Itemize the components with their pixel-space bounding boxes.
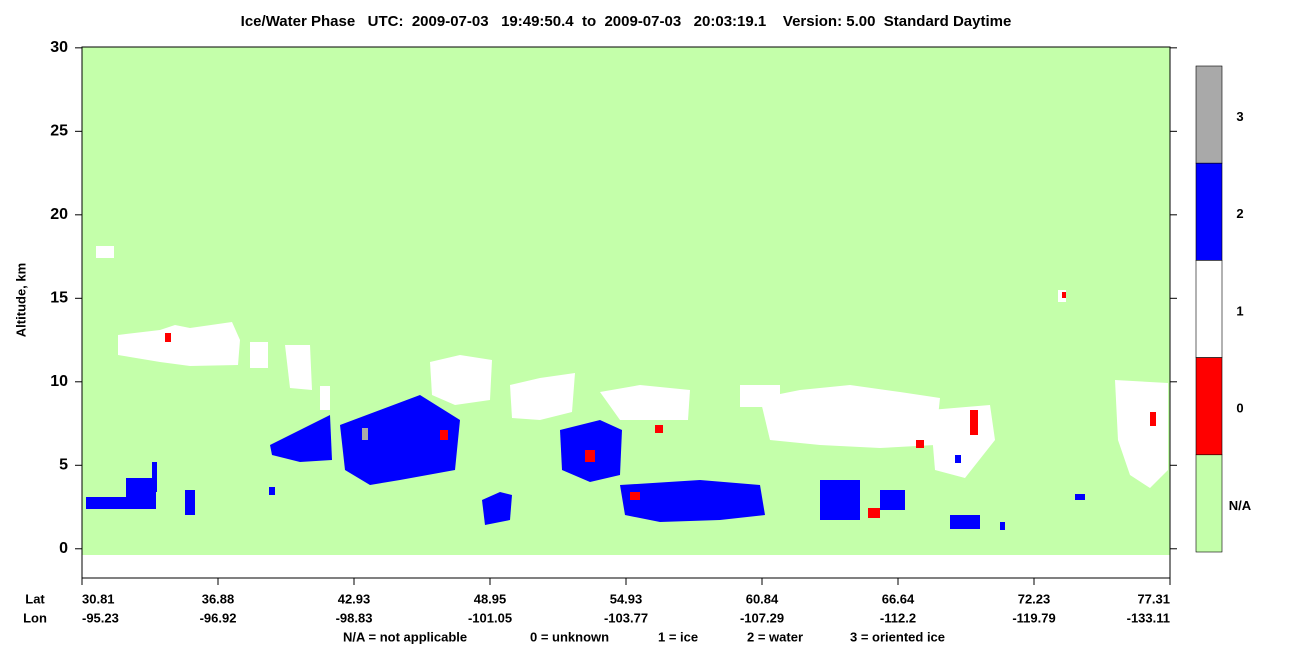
- legend-note-item: 1 = ice: [658, 629, 698, 644]
- lat-label: 60.84: [746, 591, 779, 606]
- lat-row-label: Lat: [25, 591, 45, 606]
- colorbar-segment: [1195, 162, 1223, 261]
- legend-note-item: 3 = oriented ice: [850, 629, 945, 644]
- lon-label: -112.2: [880, 610, 916, 625]
- lat-label: 72.23: [1018, 591, 1051, 606]
- y-tick-label: 25: [50, 123, 68, 140]
- colorbar-label: 3: [1236, 109, 1243, 124]
- lat-label: 77.31: [1137, 591, 1170, 606]
- colorbar-label: N/A: [1229, 498, 1252, 513]
- colorbar-label: 0: [1236, 401, 1243, 416]
- colorbar-label: 2: [1236, 206, 1243, 221]
- y-tick-label: 15: [50, 290, 68, 307]
- lat-label: 30.81: [82, 591, 115, 606]
- lon-label: -107.29: [740, 610, 784, 625]
- lon-label: -95.23: [82, 610, 119, 625]
- na-background: [82, 47, 1170, 555]
- y-tick-label: 20: [50, 206, 68, 223]
- legend-note-item: 0 = unknown: [530, 629, 609, 644]
- lon-label: -103.77: [604, 610, 648, 625]
- legend-note-item: N/A = not applicable: [343, 629, 467, 644]
- lat-label: 66.64: [882, 591, 915, 606]
- y-tick-label: 10: [50, 373, 68, 390]
- y-tick-label: 30: [50, 39, 68, 56]
- y-tick-label: 0: [59, 540, 68, 557]
- colorbar-segment: [1195, 65, 1223, 164]
- lon-label: -101.05: [468, 610, 512, 625]
- lat-label: 42.93: [338, 591, 371, 606]
- colorbar-segment: [1195, 260, 1223, 358]
- lon-label: -98.83: [336, 610, 373, 625]
- colorbar-label: 1: [1236, 303, 1243, 318]
- cloud-features: [86, 246, 1168, 530]
- lon-label: -119.79: [1012, 610, 1055, 625]
- lon-label: -96.92: [200, 610, 237, 625]
- colorbar-segment: [1195, 357, 1223, 456]
- legend-note-item: 2 = water: [747, 629, 803, 644]
- lon-label: -133.11: [1127, 610, 1170, 625]
- lat-label: 48.95: [474, 591, 507, 606]
- chart-title: Ice/Water Phase UTC: 2009-07-03 19:49:50…: [241, 13, 1012, 30]
- legend-note: N/A = not applicable 0 = unknown 1 = ice…: [343, 629, 945, 644]
- lat-label: 36.88: [202, 591, 235, 606]
- colorbar-segment: [1195, 454, 1223, 553]
- y-tick-label: 5: [59, 457, 68, 474]
- y-axis-label: Altitude, km: [13, 263, 28, 337]
- lat-label: 54.93: [610, 591, 643, 606]
- lon-row-label: Lon: [23, 610, 47, 625]
